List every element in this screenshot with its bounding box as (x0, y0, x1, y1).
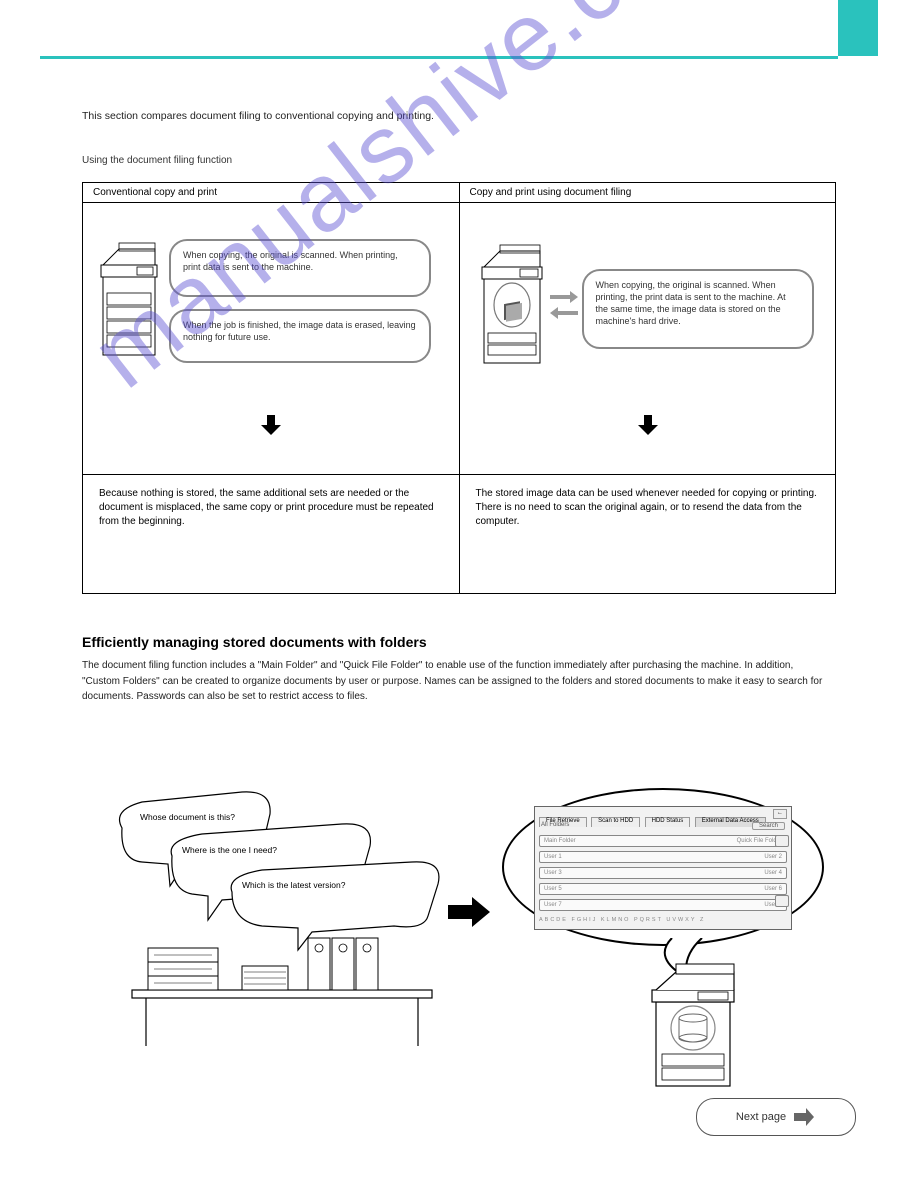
speech-bubble-2: Where is the one I need? (182, 845, 332, 856)
after-intro: Using the document filing function (82, 155, 232, 166)
search-button: Search (752, 822, 785, 830)
arrow-right-icon (792, 1105, 816, 1129)
office-scene-icon (112, 790, 452, 1050)
back-button: ← (773, 809, 787, 819)
page-intro: This section compares document filing to… (82, 110, 434, 124)
screen-tab: Scan to HDD (591, 817, 640, 827)
table-cell-left-illus: When copying, the original is scanned. W… (83, 203, 460, 474)
copier-icon (97, 239, 161, 359)
scroll-up-button (775, 835, 789, 847)
header-rule (40, 56, 838, 59)
section-2-body: The document filing function includes a … (82, 658, 832, 705)
table-cell-left-text: Because nothing is stored, the same addi… (83, 475, 460, 593)
table-cell-right-illus: When copying, the original is scanned. W… (460, 203, 836, 474)
folder-row: User 3User 4 (539, 867, 787, 879)
screen-tab: HDD Status (645, 817, 691, 827)
folder-row: User 7User 8 (539, 899, 787, 911)
table-header-left: Conventional copy and print (83, 183, 460, 202)
copier-icon (476, 239, 548, 369)
right-bubble: When copying, the original is scanned. W… (582, 269, 814, 349)
section-2-title: Efficiently managing stored documents wi… (82, 634, 427, 650)
folder-row: Main FolderQuick File Folder (539, 835, 787, 847)
table-cell-right-text: The stored image data can be used whenev… (460, 475, 836, 593)
comparison-table: Conventional copy and print Copy and pri… (82, 182, 836, 594)
speech-bubble-3: Which is the latest version? (242, 880, 402, 891)
left-bubble-2: When the job is finished, the image data… (169, 309, 431, 363)
speech-bubble-1: Whose document is this? (140, 812, 250, 823)
header-accent-block (838, 0, 878, 56)
copier-icon (638, 960, 748, 1092)
folder-row: User 5User 6 (539, 883, 787, 895)
arrow-right-icon (448, 895, 490, 929)
table-header-right: Copy and print using document filing (460, 183, 836, 202)
machine-screen: File Retrieve Scan to HDD HDD Status Ext… (534, 806, 792, 930)
left-bubble-1: When copying, the original is scanned. W… (169, 239, 431, 297)
next-page-button[interactable]: Next page (696, 1098, 856, 1136)
arrow-down-icon (259, 413, 283, 437)
lower-illustration: Whose document is this? Where is the one… (82, 790, 842, 1090)
folder-row: User 1User 2 (539, 851, 787, 863)
scroll-down-button (775, 895, 789, 907)
alpha-index: ABCDE FGHIJ KLMNO PQRST UVWXY Z (539, 915, 787, 923)
all-folders-label: All Folders (541, 822, 569, 830)
arrow-down-icon (636, 413, 660, 437)
next-page-label: Next page (736, 1111, 786, 1123)
double-arrow-icon (550, 287, 578, 321)
